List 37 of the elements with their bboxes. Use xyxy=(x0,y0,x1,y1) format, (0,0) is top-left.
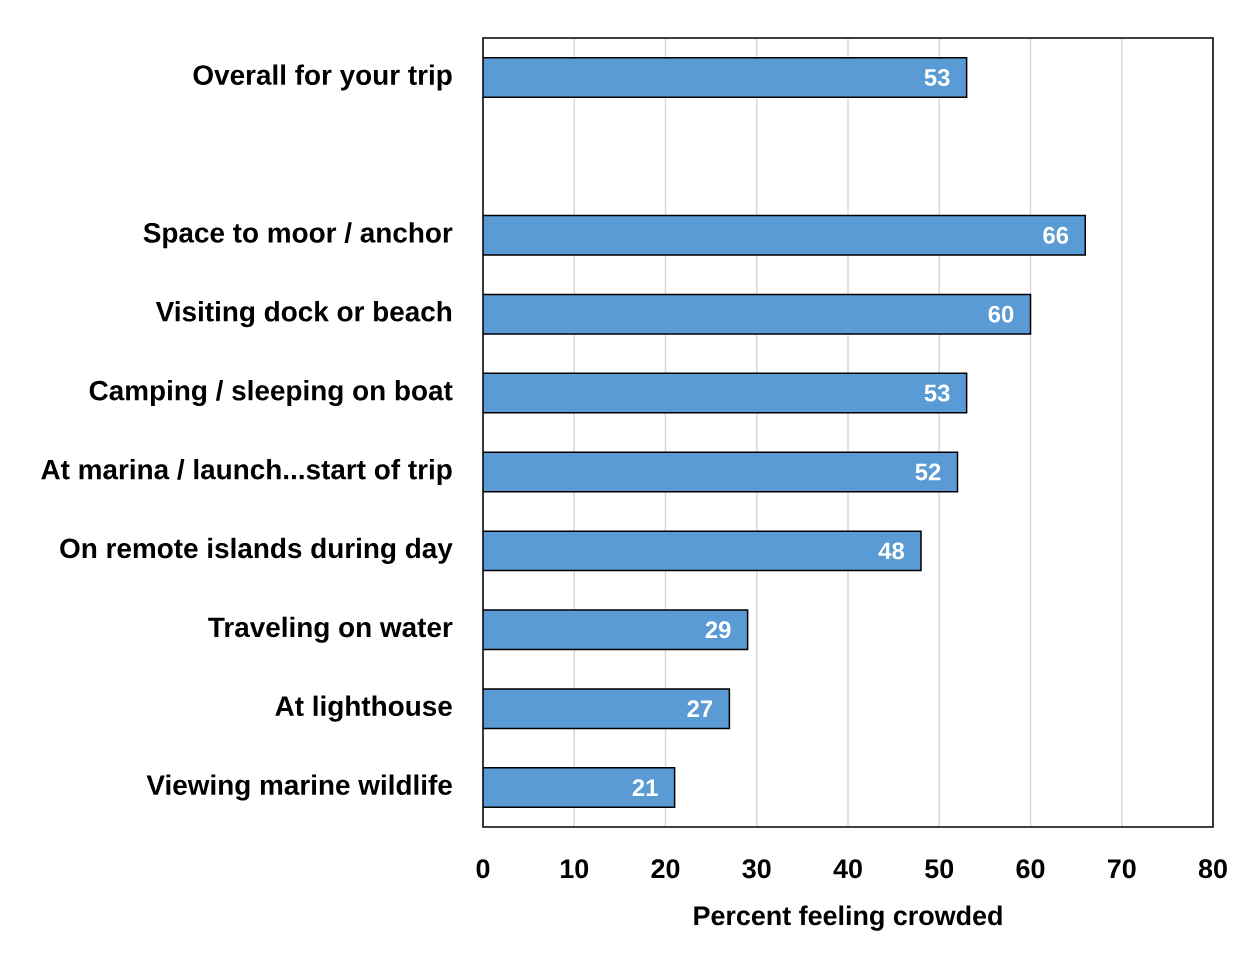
bar xyxy=(483,767,676,809)
x-tick-label: 0 xyxy=(476,859,490,879)
data-label: 53 xyxy=(924,384,950,402)
x-axis-title: Percent feeling crowded xyxy=(694,905,1002,931)
x-tick-label: 40 xyxy=(833,859,862,879)
y-tick-label: Visiting dock or beach xyxy=(155,301,452,328)
x-tick-label: 60 xyxy=(1016,859,1045,879)
data-label: 66 xyxy=(1043,226,1069,244)
x-tick-label: 20 xyxy=(651,859,680,879)
y-tick-label: Viewing marine wildlife xyxy=(146,774,452,801)
y-tick-label: Overall for your trip xyxy=(193,64,452,91)
bar xyxy=(483,293,1032,335)
data-label: 21 xyxy=(632,779,658,796)
x-tick-label: 30 xyxy=(742,859,771,879)
y-tick-label: Traveling on water xyxy=(208,616,453,643)
x-tick-label: 70 xyxy=(1107,859,1136,879)
data-label: 29 xyxy=(705,621,731,639)
y-tick-label: On remote islands during day xyxy=(60,537,453,564)
bar xyxy=(483,451,959,493)
data-label: 53 xyxy=(924,68,950,86)
x-tick-label: 50 xyxy=(925,859,954,879)
bar xyxy=(483,56,968,98)
bar xyxy=(483,214,1086,256)
y-tick-label: Camping / sleeping on boat xyxy=(89,380,453,407)
data-label: 48 xyxy=(878,542,905,560)
x-tick-label: 80 xyxy=(1198,859,1227,879)
data-label: 27 xyxy=(687,700,713,718)
x-tick-label: 10 xyxy=(560,859,589,879)
data-label: 60 xyxy=(988,305,1014,323)
y-tick-label: At lighthouse xyxy=(275,695,452,722)
y-tick-label: Space to moor / anchor xyxy=(143,222,453,249)
data-label: 52 xyxy=(915,463,941,481)
y-tick-label: At marina / launch...start of trip xyxy=(41,458,452,485)
bar xyxy=(483,372,968,414)
bar xyxy=(483,688,731,730)
bar xyxy=(483,609,749,651)
bar xyxy=(483,530,922,572)
